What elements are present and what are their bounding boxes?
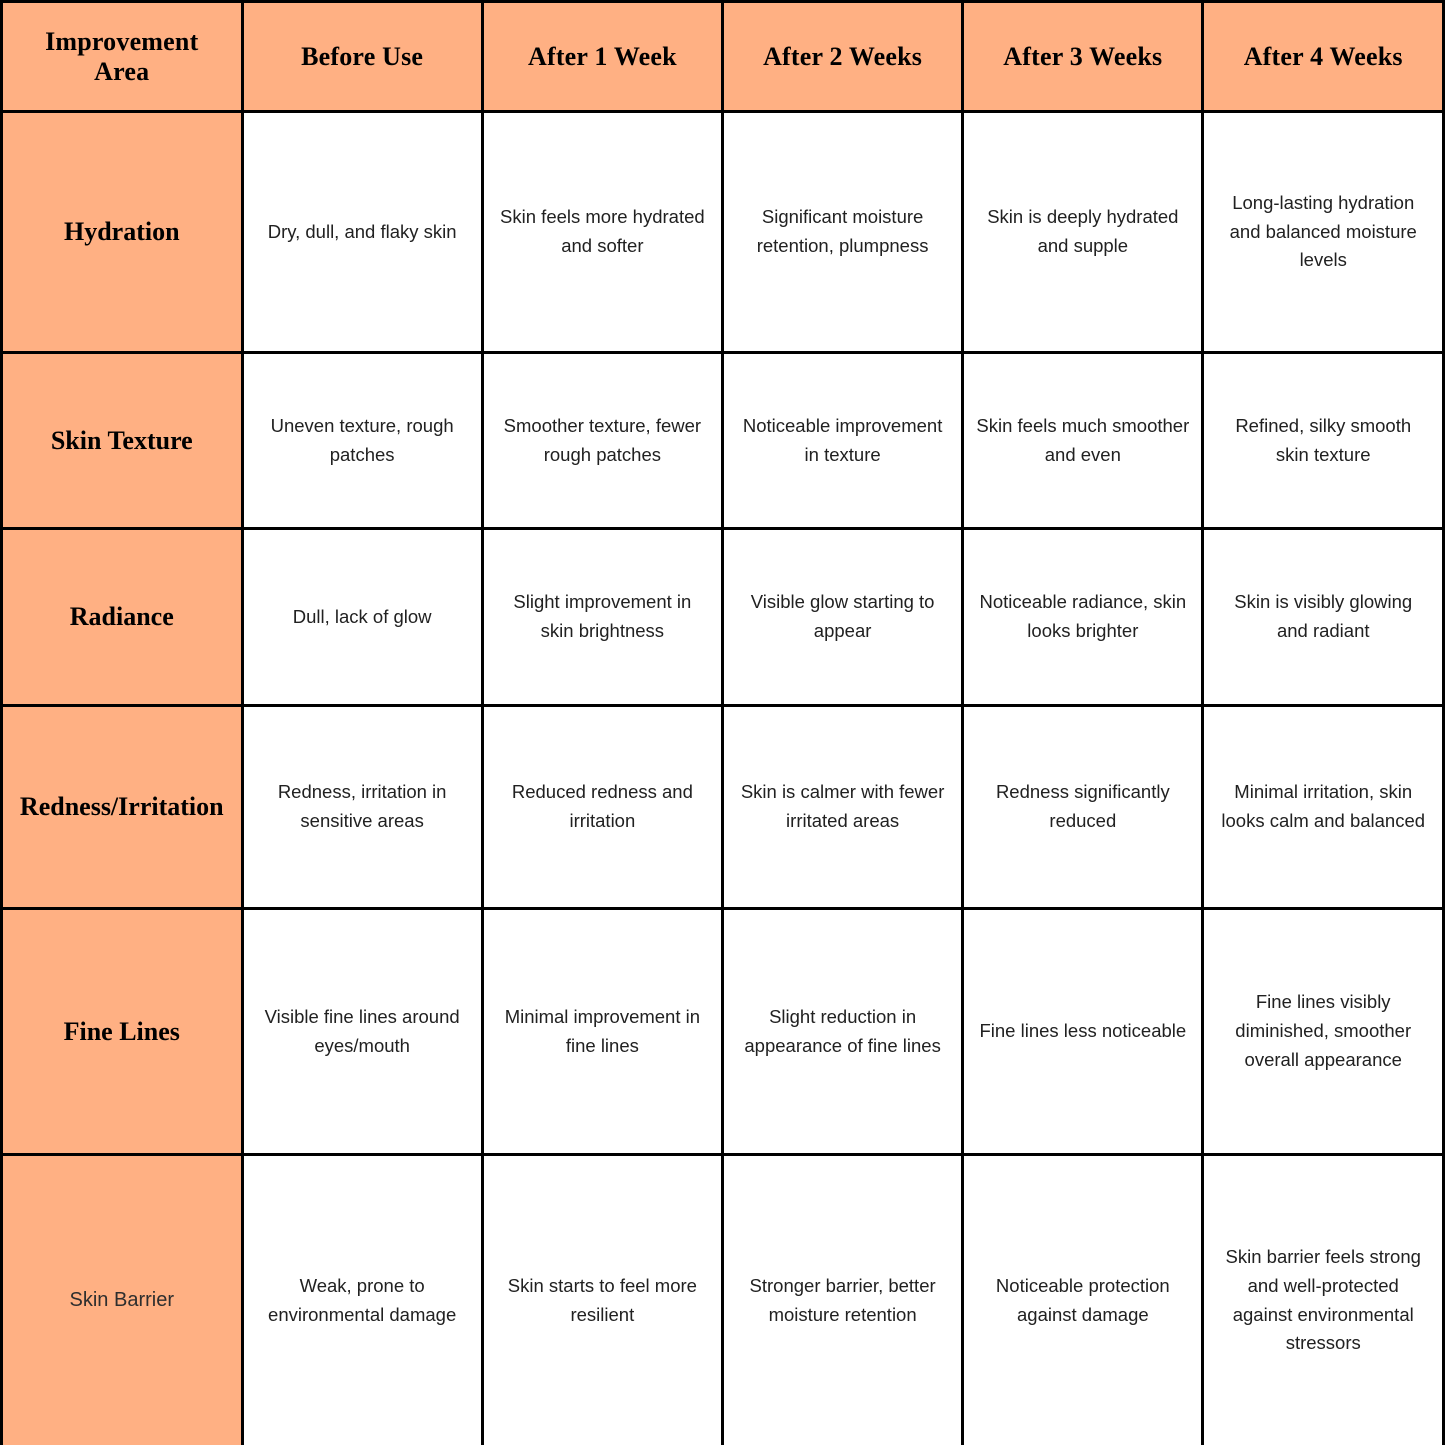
table-row-redness-irritation: Redness/Irritation Redness, irritation i… [0, 704, 1445, 910]
table-cell: Fine lines visibly diminished, smoother … [1201, 907, 1445, 1156]
table-cell: Reduced redness and irritation [480, 704, 724, 910]
table-cell: Minimal irritation, skin looks calm and … [1201, 704, 1445, 910]
table-header-row: Improvement Area Before Use After 1 Week… [0, 0, 1445, 113]
column-header-improvement-area: Improvement Area [0, 0, 244, 113]
table-cell: Stronger barrier, better moisture retent… [720, 1153, 965, 1445]
table-row-radiance: Radiance Dull, lack of glow Slight impro… [0, 527, 1445, 707]
table-cell: Noticeable protection against damage [961, 1153, 1205, 1445]
table-cell: Redness, irritation in sensitive areas [240, 704, 484, 910]
table-cell: Skin feels much smoother and even [961, 351, 1205, 530]
column-header-after-3-weeks: After 3 Weeks [961, 0, 1205, 113]
table-cell: Significant moisture retention, plumpnes… [720, 110, 965, 354]
table-cell: Skin feels more hydrated and softer [480, 110, 724, 354]
table-cell: Dry, dull, and flaky skin [240, 110, 484, 354]
table-cell: Uneven texture, rough patches [240, 351, 484, 530]
column-header-after-1-week: After 1 Week [480, 0, 724, 113]
table-cell: Skin is deeply hydrated and supple [961, 110, 1205, 354]
column-header-after-4-weeks: After 4 Weeks [1201, 0, 1445, 113]
table-row-skin-barrier: Skin Barrier Weak, prone to environmenta… [0, 1153, 1445, 1445]
table-cell: Skin barrier feels strong and well-prote… [1201, 1153, 1445, 1445]
table-cell: Fine lines less noticeable [961, 907, 1205, 1156]
row-label-fine-lines: Fine Lines [0, 907, 244, 1156]
table-row-skin-texture: Skin Texture Uneven texture, rough patch… [0, 351, 1445, 530]
row-label-skin-texture: Skin Texture [0, 351, 244, 530]
table-cell: Minimal improvement in fine lines [480, 907, 724, 1156]
table-row-fine-lines: Fine Lines Visible fine lines around eye… [0, 907, 1445, 1156]
table-cell: Refined, silky smooth skin texture [1201, 351, 1445, 530]
table-cell: Long-lasting hydration and balanced mois… [1201, 110, 1445, 354]
table-cell: Slight reduction in appearance of fine l… [720, 907, 965, 1156]
table-cell: Noticeable improvement in texture [720, 351, 965, 530]
table-cell: Smoother texture, fewer rough patches [480, 351, 724, 530]
table-cell: Visible fine lines around eyes/mouth [240, 907, 484, 1156]
table-cell: Noticeable radiance, skin looks brighter [961, 527, 1205, 707]
table-cell: Redness significantly reduced [961, 704, 1205, 910]
table-row-hydration: Hydration Dry, dull, and flaky skin Skin… [0, 110, 1445, 354]
table-cell: Dull, lack of glow [240, 527, 484, 707]
table-cell: Visible glow starting to appear [720, 527, 965, 707]
table-cell: Skin starts to feel more resilient [480, 1153, 724, 1445]
table-cell: Skin is visibly glowing and radiant [1201, 527, 1445, 707]
table-cell: Weak, prone to environmental damage [240, 1153, 484, 1445]
table-cell: Skin is calmer with fewer irritated area… [720, 704, 965, 910]
row-label-skin-barrier: Skin Barrier [0, 1153, 244, 1445]
row-label-redness-irritation: Redness/Irritation [0, 704, 244, 910]
table-cell: Slight improvement in skin brightness [480, 527, 724, 707]
row-label-hydration: Hydration [0, 110, 244, 354]
column-header-after-2-weeks: After 2 Weeks [720, 0, 965, 113]
row-label-radiance: Radiance [0, 527, 244, 707]
column-header-before-use: Before Use [240, 0, 484, 113]
